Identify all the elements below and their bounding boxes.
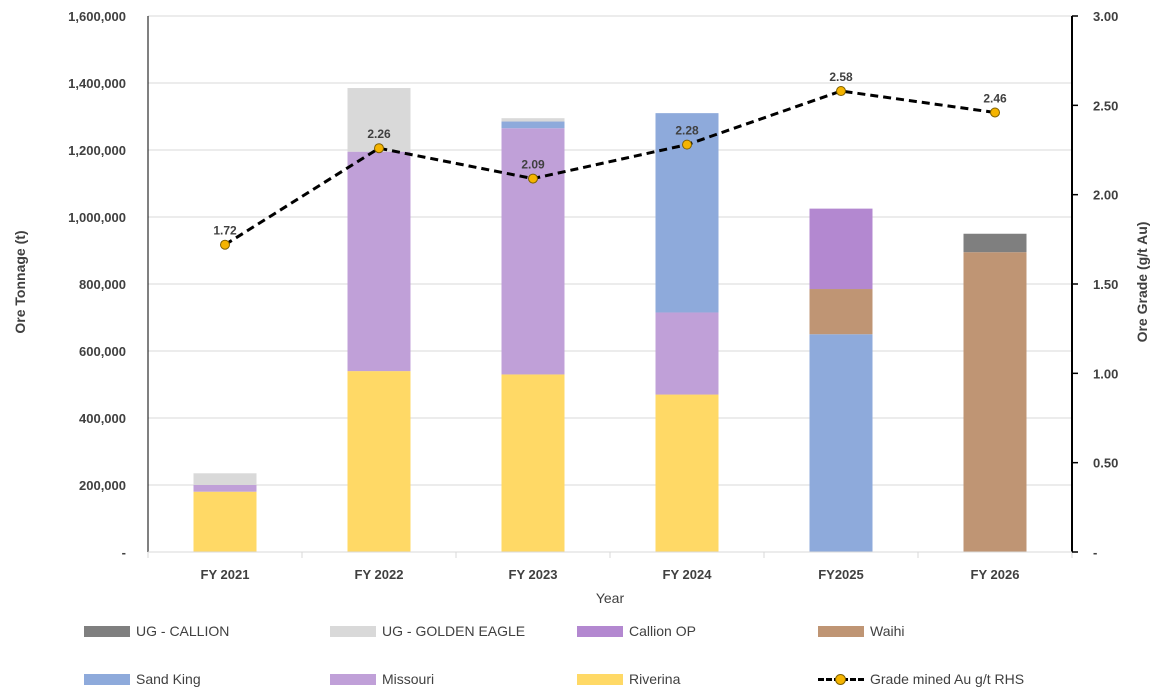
legend-label: Missouri <box>382 671 435 687</box>
legend-item: UG - GOLDEN EAGLE <box>330 621 525 641</box>
legend-line-marker-icon <box>818 672 864 686</box>
y2-tick-label: 2.50 <box>1093 98 1118 113</box>
legend-label: Callion OP <box>629 623 696 639</box>
grade-data-label: 1.72 <box>213 224 237 238</box>
y2-tick-label: 1.00 <box>1093 366 1118 381</box>
grade-points <box>220 86 1000 250</box>
legend-item: Callion OP <box>577 621 696 641</box>
y2-tick-label: 0.50 <box>1093 456 1118 471</box>
grade-data-labels: 1.72 2.26 2.09 2.28 2.58 2.46 <box>213 70 1007 238</box>
grade-data-label: 2.26 <box>367 127 391 141</box>
y2-tick-label: 3.00 <box>1093 9 1118 24</box>
grade-point <box>220 239 230 250</box>
bar-waihi <box>963 252 1027 553</box>
bar-riverina <box>655 394 719 552</box>
x-tick-label: FY2025 <box>818 567 864 582</box>
bar-waihi <box>809 289 873 335</box>
bar-ug-golden-eagle <box>501 118 565 122</box>
grade-point <box>682 139 692 150</box>
y-tick-label: 1,200,000 <box>68 143 126 158</box>
y2-tick-label: 2.00 <box>1093 188 1118 203</box>
legend-item: Sand King <box>84 669 201 689</box>
x-tick-label: FY 2022 <box>355 567 404 582</box>
bar-riverina <box>193 491 257 552</box>
bar-missouri <box>193 485 257 492</box>
legend-swatch-icon <box>577 673 623 685</box>
legend-item: Riverina <box>577 669 680 689</box>
bar-callion-op <box>809 208 873 290</box>
bar-missouri <box>347 151 411 372</box>
grade-line-path <box>224 89 996 246</box>
legend-label: Sand King <box>136 671 201 687</box>
y-axis-title: Ore Tonnage (t) <box>12 230 28 333</box>
bar-missouri <box>501 128 565 375</box>
bar-ug-callion <box>963 233 1027 253</box>
grade-point <box>836 86 846 97</box>
y2-tick-label: - <box>1093 545 1097 560</box>
y2-tick-label: 1.50 <box>1093 277 1118 292</box>
grade-data-label: 2.46 <box>983 91 1007 105</box>
legend-label: UG - CALLION <box>136 623 230 639</box>
legend-swatch-icon <box>330 625 376 637</box>
grade-line <box>224 89 996 246</box>
y-axis-ticks: - 200,000 400,000 600,000 800,000 1,000,000 1,… <box>68 9 126 560</box>
legend-label: Waihi <box>870 623 905 639</box>
grade-data-label: 2.09 <box>521 158 545 172</box>
legend-label: Grade mined Au g/t RHS <box>870 671 1025 687</box>
grade-data-label: 2.58 <box>829 70 853 84</box>
bar-sand-king <box>809 334 873 552</box>
x-tick-label: FY 2026 <box>971 567 1020 582</box>
legend-label: UG - GOLDEN EAGLE <box>382 623 526 639</box>
x-axis-title: Year <box>596 590 625 606</box>
axes <box>147 15 1078 558</box>
legend-label: Riverina <box>629 671 681 687</box>
bar-ug-golden-eagle <box>193 473 257 485</box>
legend: UG - CALLION UG - GOLDEN EAGLE Callion OP W… <box>0 612 1153 692</box>
bars <box>193 88 1027 553</box>
legend-swatch-icon <box>84 673 130 685</box>
chart: - 200,000 400,000 600,000 800,000 1,000,000 1,… <box>12 9 1150 606</box>
legend-swatch-icon <box>577 625 623 637</box>
bar-sand-king <box>501 121 565 129</box>
grade-point <box>990 107 1000 118</box>
bar-riverina <box>501 374 565 552</box>
x-tick-label: FY 2021 <box>201 567 250 582</box>
y-tick-label: 600,000 <box>79 344 126 359</box>
y-tick-label: 200,000 <box>79 478 126 493</box>
x-tick-label: FY 2023 <box>509 567 558 582</box>
legend-item: UG - CALLION <box>84 621 229 641</box>
legend-swatch-icon <box>818 625 864 637</box>
y-tick-label: 400,000 <box>79 411 126 426</box>
legend-item: Grade mined Au g/t RHS <box>818 669 1024 689</box>
y-tick-label: 1,600,000 <box>68 9 126 24</box>
legend-swatch-icon <box>84 625 130 637</box>
bar-riverina <box>347 371 411 552</box>
legend-item: Missouri <box>330 669 434 689</box>
y-tick-label: 800,000 <box>79 277 126 292</box>
grade-data-label: 2.28 <box>675 124 699 138</box>
y2-axis-ticks: - 0.50 1.00 1.50 2.00 2.50 3.00 <box>1093 9 1118 560</box>
bar-missouri <box>655 312 719 395</box>
x-tick-label: FY 2024 <box>663 567 713 582</box>
y-tick-label: 1,400,000 <box>68 76 126 91</box>
legend-swatch-icon <box>330 673 376 685</box>
y-tick-label: - <box>122 545 126 560</box>
legend-item: Waihi <box>818 621 905 641</box>
grade-point <box>528 173 538 184</box>
x-axis-ticks: FY 2021 FY 2022 FY 2023 FY 2024 FY2025 FY 202… <box>201 567 1020 582</box>
y2-axis-title: Ore Grade (g/t Au) <box>1134 222 1150 343</box>
grade-point <box>374 143 384 154</box>
y-tick-label: 1,000,000 <box>68 210 126 225</box>
bar-ug-golden-eagle <box>347 88 411 152</box>
gridlines <box>148 15 1072 486</box>
